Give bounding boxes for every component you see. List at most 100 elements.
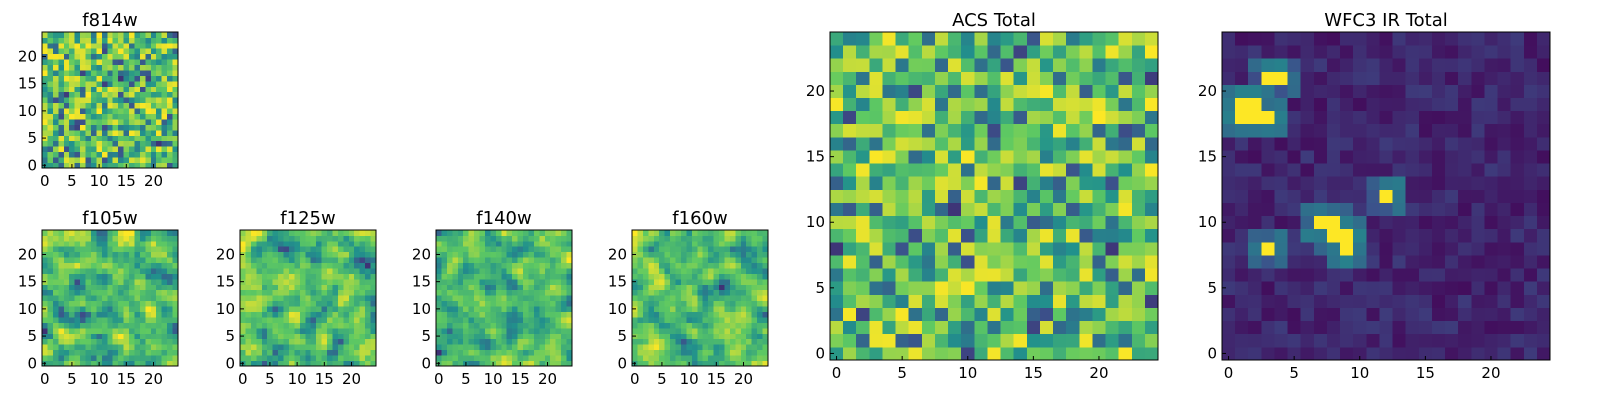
heatmap-cell: [1248, 97, 1262, 112]
heatmap-cell: [1053, 215, 1067, 230]
heatmap-cell: [697, 311, 704, 318]
heatmap-cell: [283, 235, 290, 242]
heatmap-cell: [129, 70, 135, 76]
heatmap-cell: [354, 311, 361, 318]
heatmap-cell: [69, 37, 76, 44]
heatmap-cell: [895, 241, 910, 256]
heatmap-cell: [1471, 32, 1485, 46]
heatmap-cell: [446, 257, 453, 264]
heatmap-cell: [96, 75, 103, 82]
heatmap-cell: [1222, 71, 1236, 85]
heatmap-cell: [664, 262, 671, 269]
heatmap-cell: [85, 59, 92, 66]
heatmap-cell: [691, 278, 698, 285]
heatmap-cell: [691, 306, 698, 312]
heatmap-cell: [659, 344, 666, 351]
heatmap-cell: [85, 97, 92, 104]
heatmap-cell: [299, 278, 306, 285]
heatmap-cell: [1287, 110, 1302, 125]
heatmap-cell: [533, 322, 540, 329]
heatmap-cell: [321, 257, 328, 264]
heatmap-cell: [58, 230, 65, 236]
heatmap-cell: [1079, 215, 1093, 230]
heatmap-cell: [934, 32, 949, 46]
heatmap-cell: [1013, 215, 1028, 230]
heatmap-cell: [42, 64, 48, 71]
heatmap-cell: [47, 86, 54, 93]
heatmap-cell: [52, 257, 59, 264]
heatmap-cell: [85, 262, 92, 269]
heatmap-cell: [278, 322, 284, 329]
heatmap-cell: [150, 300, 157, 307]
heatmap-cell: [134, 32, 141, 38]
heatmap-cell: [1287, 163, 1302, 177]
heatmap-cell: [42, 42, 48, 49]
heatmap-cell: [96, 306, 103, 312]
heatmap-cell: [316, 251, 322, 258]
heatmap-cell: [85, 273, 92, 280]
heatmap-cell: [637, 251, 644, 258]
heatmap-cell: [283, 311, 290, 318]
heatmap-cell: [1248, 241, 1262, 256]
heatmap-cell: [107, 317, 114, 323]
heatmap-cell: [757, 333, 763, 340]
heatmap-cell: [1248, 163, 1262, 177]
heatmap-cell: [757, 327, 763, 334]
heatmap-cell: [365, 230, 371, 236]
heatmap-cell: [512, 355, 518, 361]
heatmap-cell: [441, 360, 448, 367]
heatmap-cell: [463, 338, 470, 345]
heatmap-cell: [96, 317, 103, 323]
heatmap-cell: [680, 300, 687, 307]
heatmap-cell: [1379, 32, 1393, 46]
heatmap-cell: [1326, 346, 1341, 361]
heatmap-cell: [719, 273, 725, 280]
heatmap-cell: [441, 317, 448, 323]
heatmap-cell: [1536, 307, 1551, 322]
heatmap-cell: [107, 306, 114, 312]
heatmap-cell: [80, 140, 86, 147]
heatmap-cell: [337, 262, 344, 269]
heatmap-cell: [555, 306, 562, 312]
heatmap-cell: [1131, 32, 1146, 46]
heatmap-cell: [150, 140, 157, 147]
heatmap-cell: [343, 327, 350, 334]
heatmap-cell: [261, 327, 268, 334]
heatmap-cell: [129, 146, 135, 153]
heatmap-cell: [321, 306, 328, 312]
heatmap-cell: [686, 344, 693, 351]
heatmap-cell: [637, 289, 644, 296]
heatmap-cell: [735, 317, 742, 323]
heatmap-cell: [452, 257, 459, 264]
heatmap-cell: [987, 123, 1001, 138]
heatmap-cell: [256, 322, 263, 329]
heatmap-cell: [129, 317, 135, 323]
heatmap-cell: [659, 251, 666, 258]
heatmap-cell: [240, 268, 246, 274]
heatmap-cell: [1039, 71, 1054, 85]
heatmap-cell: [96, 289, 103, 296]
heatmap-cell: [463, 230, 470, 236]
heatmap-cell: [948, 215, 962, 230]
heatmap-cell: [123, 80, 130, 87]
heatmap-cell: [452, 240, 459, 247]
x-tick-label: 0: [40, 370, 50, 388]
heatmap-cell: [675, 251, 682, 258]
heatmap-cell: [1000, 176, 1015, 190]
heatmap-cell: [370, 317, 377, 323]
heatmap-cell: [1000, 97, 1015, 112]
heatmap-cell: [139, 257, 146, 264]
heatmap-cell: [343, 306, 350, 312]
heatmap-cell: [299, 344, 306, 351]
heatmap-cell: [1379, 84, 1393, 98]
heatmap-cell: [288, 262, 295, 269]
heatmap-cell: [123, 338, 130, 345]
heatmap-cell: [533, 273, 540, 280]
heatmap-cell: [550, 246, 557, 253]
heatmap-cell: [708, 333, 714, 340]
heatmap-cell: [550, 344, 557, 351]
heatmap-cell: [69, 151, 76, 158]
heatmap-cell: [156, 306, 163, 312]
heatmap-cell: [58, 273, 65, 280]
heatmap-cell: [129, 262, 135, 269]
